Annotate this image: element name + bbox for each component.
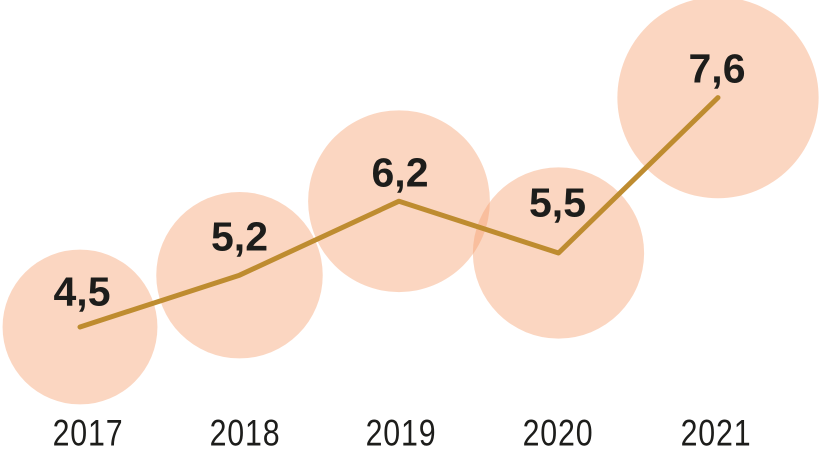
x-tick-label-2018: 2018 xyxy=(209,412,280,451)
value-label-2020: 5,5 xyxy=(529,179,586,226)
value-label-2019: 6,2 xyxy=(371,149,429,196)
x-tick-label-2019: 2019 xyxy=(365,412,437,451)
x-tick-label-2021: 2021 xyxy=(680,412,752,451)
trend-line xyxy=(77,95,721,330)
value-label-2017: 4,5 xyxy=(53,268,111,315)
value-label-2018: 5,2 xyxy=(211,213,268,260)
x-tick-label-2020: 2020 xyxy=(522,412,593,451)
value-label-2021: 7,6 xyxy=(688,45,746,92)
x-tick-label-2017: 2017 xyxy=(52,412,124,451)
